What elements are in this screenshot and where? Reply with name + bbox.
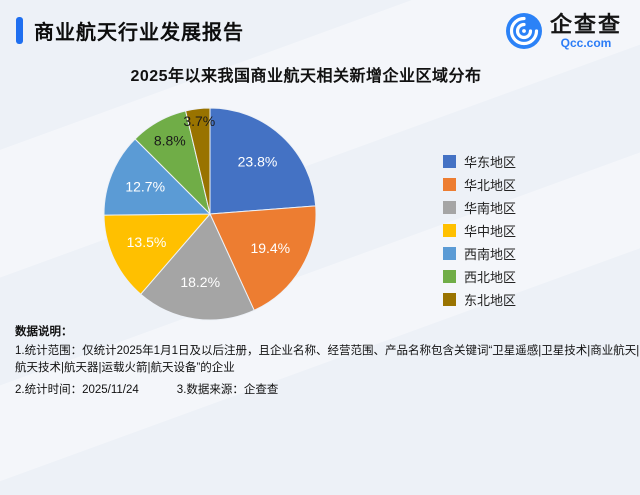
legend-label: 华中地区 [464,224,517,239]
pie-value-label: 8.8% [154,133,186,149]
legend-swatch [443,155,456,168]
legend-item-华中地区[interactable]: 华中地区 [443,219,516,242]
qcc-logo-icon [505,13,542,49]
pie-value-label: 19.4% [250,240,290,256]
qcc-logo-domain: Qcc.com [560,35,612,50]
legend-swatch [443,270,456,283]
legend-item-西南地区[interactable]: 西南地区 [443,242,516,265]
pie-slice-西南地区[interactable] [103,138,212,216]
legend-swatch [443,224,456,237]
pie-value-label: 13.5% [127,234,167,250]
legend-item-华南地区[interactable]: 华南地区 [443,196,516,219]
pie-slice-华南地区[interactable] [140,213,255,321]
pie-slice-华北地区[interactable] [209,205,317,312]
report-header: 商业航天行业发展报告 [16,16,244,45]
qcc-brand[interactable]: 企查查 Qcc.com [505,12,622,50]
notes-line2: 航天技术|航天器|运载火箭|航天设备”的企业 [15,362,235,374]
pie-slice-华东地区[interactable] [209,107,317,215]
qcc-logo-text: 企查查 Qcc.com [549,11,622,50]
notes-heading: 数据说明： [15,326,73,338]
pie-value-label: 23.8% [238,153,278,169]
pie-slice-华中地区[interactable] [103,213,212,295]
notes-stat-time: 2.统计时间：2025/11/24 [15,384,139,396]
report-title: 商业航天行业发展报告 [34,22,244,44]
data-notes: 数据说明： 1.统计范围：仅统计2025年1月1日及以后注册，且企业名称、经营范… [15,324,639,399]
legend-swatch [443,178,456,191]
legend-item-华东地区[interactable]: 华东地区 [443,150,516,173]
chart-title: 2025年以来我国商业航天相关新增企业区域分布 [130,68,482,85]
pie-slice-东北地区[interactable] [184,107,211,215]
notes-data-source: 3.数据来源：企查查 [176,384,279,396]
legend-item-西北地区[interactable]: 西北地区 [443,265,516,288]
pie-value-label: 12.7% [125,178,165,194]
legend-swatch [443,247,456,260]
legend-label: 东北地区 [464,293,517,308]
title-accent-bar [16,17,23,44]
chart-legend: 华东地区华北地区华南地区华中地区西南地区西北地区东北地区 [443,150,516,311]
qcc-logo-name: 企查查 [549,11,622,37]
legend-item-华北地区[interactable]: 华北地区 [443,173,516,196]
legend-swatch [443,201,456,214]
legend-label: 华南地区 [464,201,517,216]
legend-label: 华东地区 [464,155,517,170]
legend-label: 西南地区 [464,247,517,262]
legend-label: 华北地区 [464,178,517,193]
pie-value-label: 3.7% [183,113,215,129]
legend-swatch [443,293,456,306]
legend-item-东北地区[interactable]: 东北地区 [443,288,516,311]
pie-chart: 23.8% 19.4% 18.2% 13.5% 12.7% 8.8% 3.7% [103,107,317,321]
legend-label: 西北地区 [464,270,517,285]
pie-value-label: 18.2% [180,274,220,290]
notes-line1: 1.统计范围：仅统计2025年1月1日及以后注册，且企业名称、经营范围、产品名称… [15,345,640,357]
